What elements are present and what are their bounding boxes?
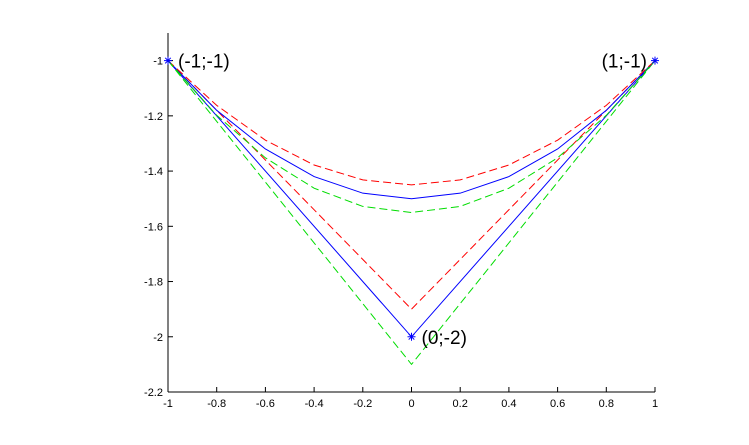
series-line-4 (167, 60, 656, 186)
axes-layer: -1 -0.8 -0.6 -0.4 -0.2 0 0.2 0.4 0.6 0.8 1 -1 -1.2 -1… (144, 33, 658, 410)
x-tick-label: -1 (163, 398, 173, 410)
x-tick-label: -0.4 (305, 398, 324, 410)
marker-stroke (651, 57, 659, 64)
x-tick-label: 1 (652, 398, 658, 410)
y-tick-label: -1.4 (144, 166, 163, 178)
point-annotation: (1;-1) (602, 52, 647, 73)
series-layer (167, 60, 656, 366)
y-tick-label: -1.6 (144, 221, 163, 233)
x-tick-label: 0 (408, 398, 414, 410)
point-annotation: (-1;-1) (178, 52, 230, 73)
y-tick-label: -2 (153, 332, 163, 344)
annotation-layer: (-1;-1) (1;-1) (0;-2) (178, 52, 647, 349)
x-tick-label: -0.2 (353, 398, 372, 410)
x-tick-label: -0.6 (256, 398, 275, 410)
x-tick-label: 0.8 (599, 398, 614, 410)
marker-stroke (164, 57, 172, 64)
point-marker (164, 56, 172, 65)
y-tick-label: -1 (153, 56, 163, 68)
x-tick-label: -0.8 (207, 398, 226, 410)
y-tick-label: -2.2 (144, 387, 163, 399)
y-tick-label: -1.2 (144, 111, 163, 123)
series-line-3 (167, 60, 656, 200)
y-tick-label: -1.8 (144, 277, 163, 289)
marker-stroke (408, 333, 415, 340)
x-tick-label: 0.4 (501, 398, 516, 410)
series-line-2 (167, 60, 656, 366)
point-marker (407, 332, 416, 341)
point-annotation: (0;-2) (422, 328, 467, 349)
marker-layer (164, 56, 659, 341)
point-marker (651, 56, 659, 65)
series-line-5 (167, 60, 656, 214)
x-tick-label: 0.2 (453, 398, 468, 410)
x-tick-label: 0.6 (550, 398, 565, 410)
series-line-1 (167, 60, 656, 310)
